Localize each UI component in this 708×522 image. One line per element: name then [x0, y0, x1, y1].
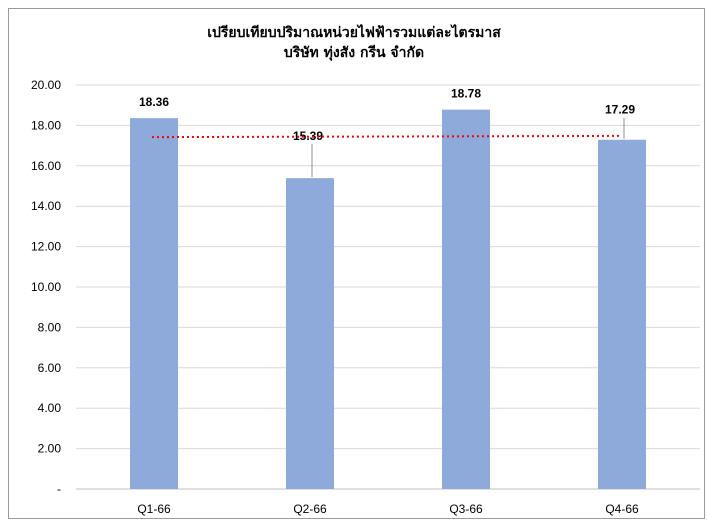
y-tick-label: 16.00	[31, 159, 61, 173]
chart-subtitle: บริษัท ทุ่งสัง กรีน จำกัด	[283, 45, 425, 61]
y-tick-label: 8.00	[38, 320, 62, 334]
y-tick-label: 10.00	[31, 280, 61, 294]
bar	[598, 139, 646, 489]
x-tick-label: Q2-66	[293, 502, 327, 516]
y-tick-label: 6.00	[38, 361, 62, 375]
data-label: 17.29	[605, 103, 635, 117]
y-tick-label: 4.00	[38, 401, 62, 415]
bar	[442, 109, 490, 490]
data-label: 18.78	[451, 87, 481, 101]
y-tick-label: -	[57, 482, 61, 496]
x-tick-label: Q4-66	[605, 502, 639, 516]
chart-title: เปรียบเทียบปริมาณหน่วยไฟฟ้ารวมแต่ละไตรมา…	[207, 25, 501, 41]
bar	[130, 118, 178, 490]
y-tick-label: 14.00	[31, 199, 61, 213]
y-tick-label: 12.00	[31, 240, 61, 254]
chart-frame	[8, 8, 705, 519]
y-tick-label: 2.00	[38, 442, 62, 456]
trendline	[151, 134, 621, 139]
y-tick-label: 18.00	[31, 118, 61, 132]
x-tick-label: Q3-66	[449, 502, 483, 516]
data-label: 18.36	[139, 95, 169, 109]
y-tick-label: 20.00	[31, 78, 61, 92]
x-tick-label: Q1-66	[137, 502, 171, 516]
bar	[286, 178, 334, 489]
